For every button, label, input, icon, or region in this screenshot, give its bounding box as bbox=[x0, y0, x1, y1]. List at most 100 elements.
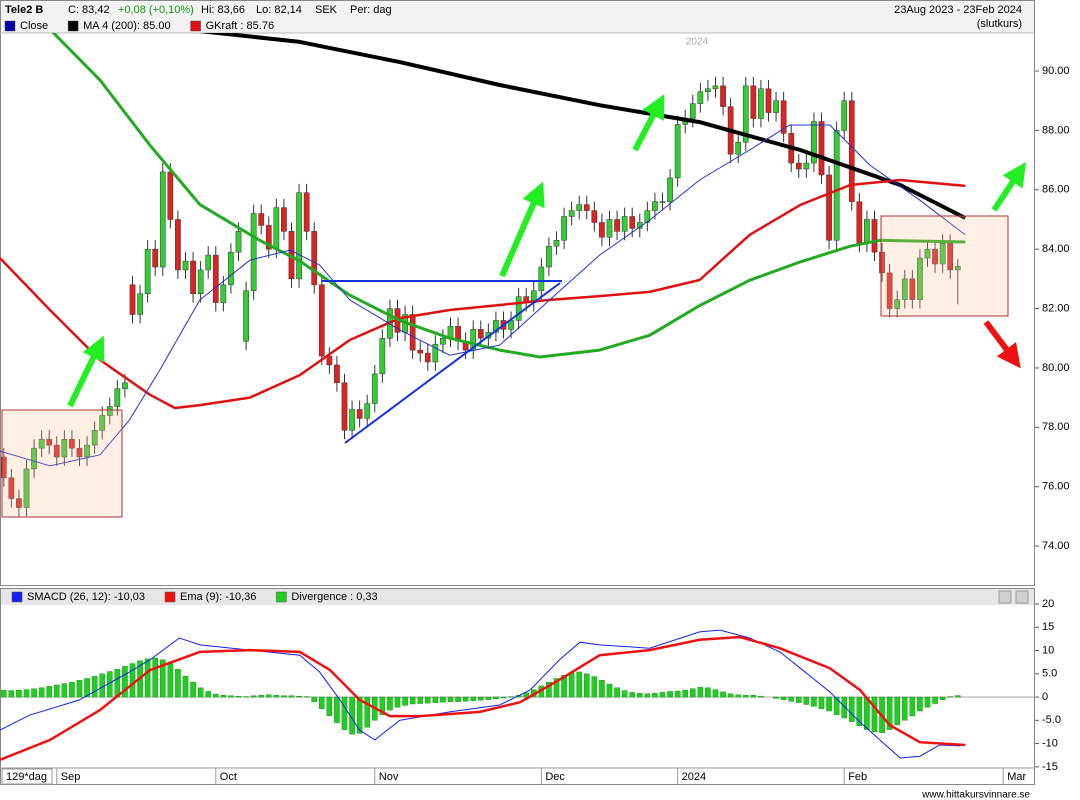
legend-swatch bbox=[276, 591, 287, 603]
y-tick-label: -5.0 bbox=[1042, 714, 1061, 726]
histogram-bar bbox=[432, 696, 439, 703]
histogram-bar bbox=[144, 658, 151, 698]
histogram-bar bbox=[122, 666, 128, 698]
x-tick-label: Oct bbox=[220, 771, 237, 783]
candle-body bbox=[833, 130, 840, 241]
candle-body bbox=[818, 121, 825, 176]
histogram-bar bbox=[220, 694, 227, 698]
macd-plot bbox=[0, 629, 1035, 762]
candle-body bbox=[947, 242, 954, 271]
candle-body bbox=[493, 320, 499, 333]
y-tick-label: 0 bbox=[1042, 691, 1048, 703]
candle-body bbox=[106, 406, 113, 416]
histogram-bar bbox=[288, 695, 295, 698]
arrow-down bbox=[983, 320, 1021, 369]
x-tick-label: Dec bbox=[545, 771, 565, 783]
candle-body bbox=[538, 266, 545, 291]
candle-body bbox=[879, 251, 885, 274]
histogram-bar bbox=[614, 687, 620, 698]
candle-body bbox=[561, 216, 567, 241]
histogram-bar bbox=[606, 683, 613, 698]
candle-body bbox=[599, 222, 605, 238]
candle-body bbox=[432, 343, 439, 363]
histogram-bar bbox=[356, 696, 363, 734]
high-price: Hi: 83,66 bbox=[201, 4, 245, 16]
close-button[interactable] bbox=[1015, 590, 1029, 604]
histogram-bar bbox=[318, 696, 325, 709]
candle-body bbox=[939, 242, 946, 265]
candle-body bbox=[334, 364, 340, 384]
candle-body bbox=[659, 201, 666, 203]
histogram-bar bbox=[546, 681, 552, 698]
histogram-bar bbox=[250, 695, 257, 698]
y-tick-label: 76.00 bbox=[1042, 481, 1070, 493]
y-tick-label: 90.00 bbox=[1042, 65, 1070, 77]
price-type: (slutkurs) bbox=[977, 18, 1022, 30]
close-price: C: 83,42 bbox=[68, 4, 110, 16]
histogram-bar bbox=[788, 696, 795, 702]
candle-body bbox=[91, 430, 98, 446]
candle-body bbox=[758, 88, 764, 119]
histogram-bar bbox=[53, 684, 60, 698]
year-marker: 2024 bbox=[686, 37, 709, 48]
histogram-bar bbox=[583, 673, 590, 698]
candle-body bbox=[409, 314, 416, 351]
candle-body bbox=[31, 447, 37, 470]
candle-body bbox=[220, 284, 227, 303]
settings-button[interactable] bbox=[998, 590, 1012, 604]
candle-body bbox=[424, 352, 431, 363]
candle-body bbox=[954, 266, 961, 271]
candle-body bbox=[886, 272, 893, 309]
histogram-bar bbox=[296, 695, 302, 698]
indicator-line bbox=[0, 124, 966, 467]
y-tick-label: 20 bbox=[1042, 598, 1054, 610]
histogram-bar bbox=[311, 696, 318, 702]
histogram-bar bbox=[803, 696, 810, 705]
candle-body bbox=[129, 284, 136, 315]
candle-body bbox=[318, 284, 325, 357]
histogram-bar bbox=[409, 696, 416, 705]
arrow-up bbox=[67, 335, 105, 408]
histogram-bar bbox=[689, 688, 696, 698]
candle-body bbox=[803, 162, 810, 170]
histogram-bar bbox=[750, 694, 757, 698]
candle-body bbox=[296, 192, 302, 280]
histogram-bar bbox=[652, 693, 658, 698]
x-tick-label: Sep bbox=[61, 771, 81, 783]
candle-body bbox=[795, 162, 802, 170]
histogram-bar bbox=[705, 687, 711, 698]
price-axis: 74.00 76.00 78.00 80.00 82.00 84.00 86.00 88.00… bbox=[1035, 65, 1070, 552]
histogram-bar bbox=[954, 695, 961, 698]
price-plot bbox=[0, 33, 967, 517]
histogram-bar bbox=[561, 674, 567, 698]
candle-body bbox=[152, 248, 159, 268]
y-tick-label: 88.00 bbox=[1042, 124, 1070, 136]
histogram-bar bbox=[167, 663, 174, 698]
candle-body bbox=[871, 219, 878, 253]
y-tick-label: 80.00 bbox=[1042, 362, 1070, 374]
histogram-bar bbox=[553, 678, 560, 698]
indicator-line bbox=[199, 33, 967, 220]
candle-body bbox=[773, 100, 779, 113]
candle-body bbox=[144, 248, 151, 294]
legend-swatch bbox=[4, 20, 16, 32]
histogram-bar bbox=[424, 696, 431, 704]
candle-body bbox=[69, 438, 75, 449]
histogram-bar bbox=[462, 696, 469, 702]
candle-body bbox=[326, 355, 333, 366]
candle-body bbox=[258, 213, 265, 226]
histogram-bar bbox=[349, 696, 355, 735]
candle-body bbox=[114, 388, 121, 407]
y-tick-label: 84.00 bbox=[1042, 243, 1070, 255]
histogram-bar bbox=[848, 696, 855, 722]
histogram-bar bbox=[780, 696, 787, 701]
histogram-bar bbox=[720, 691, 726, 698]
candle-body bbox=[932, 248, 938, 265]
histogram-bar bbox=[629, 692, 636, 698]
histogram-bar bbox=[667, 691, 673, 698]
x-tick-label: Nov bbox=[379, 771, 399, 783]
candle-body bbox=[674, 124, 681, 179]
price-legend: Close MA 4 (200): 85.00 GKraft : 85.76 bbox=[4, 20, 274, 32]
candle-body bbox=[61, 438, 68, 458]
candle-body bbox=[122, 382, 128, 389]
